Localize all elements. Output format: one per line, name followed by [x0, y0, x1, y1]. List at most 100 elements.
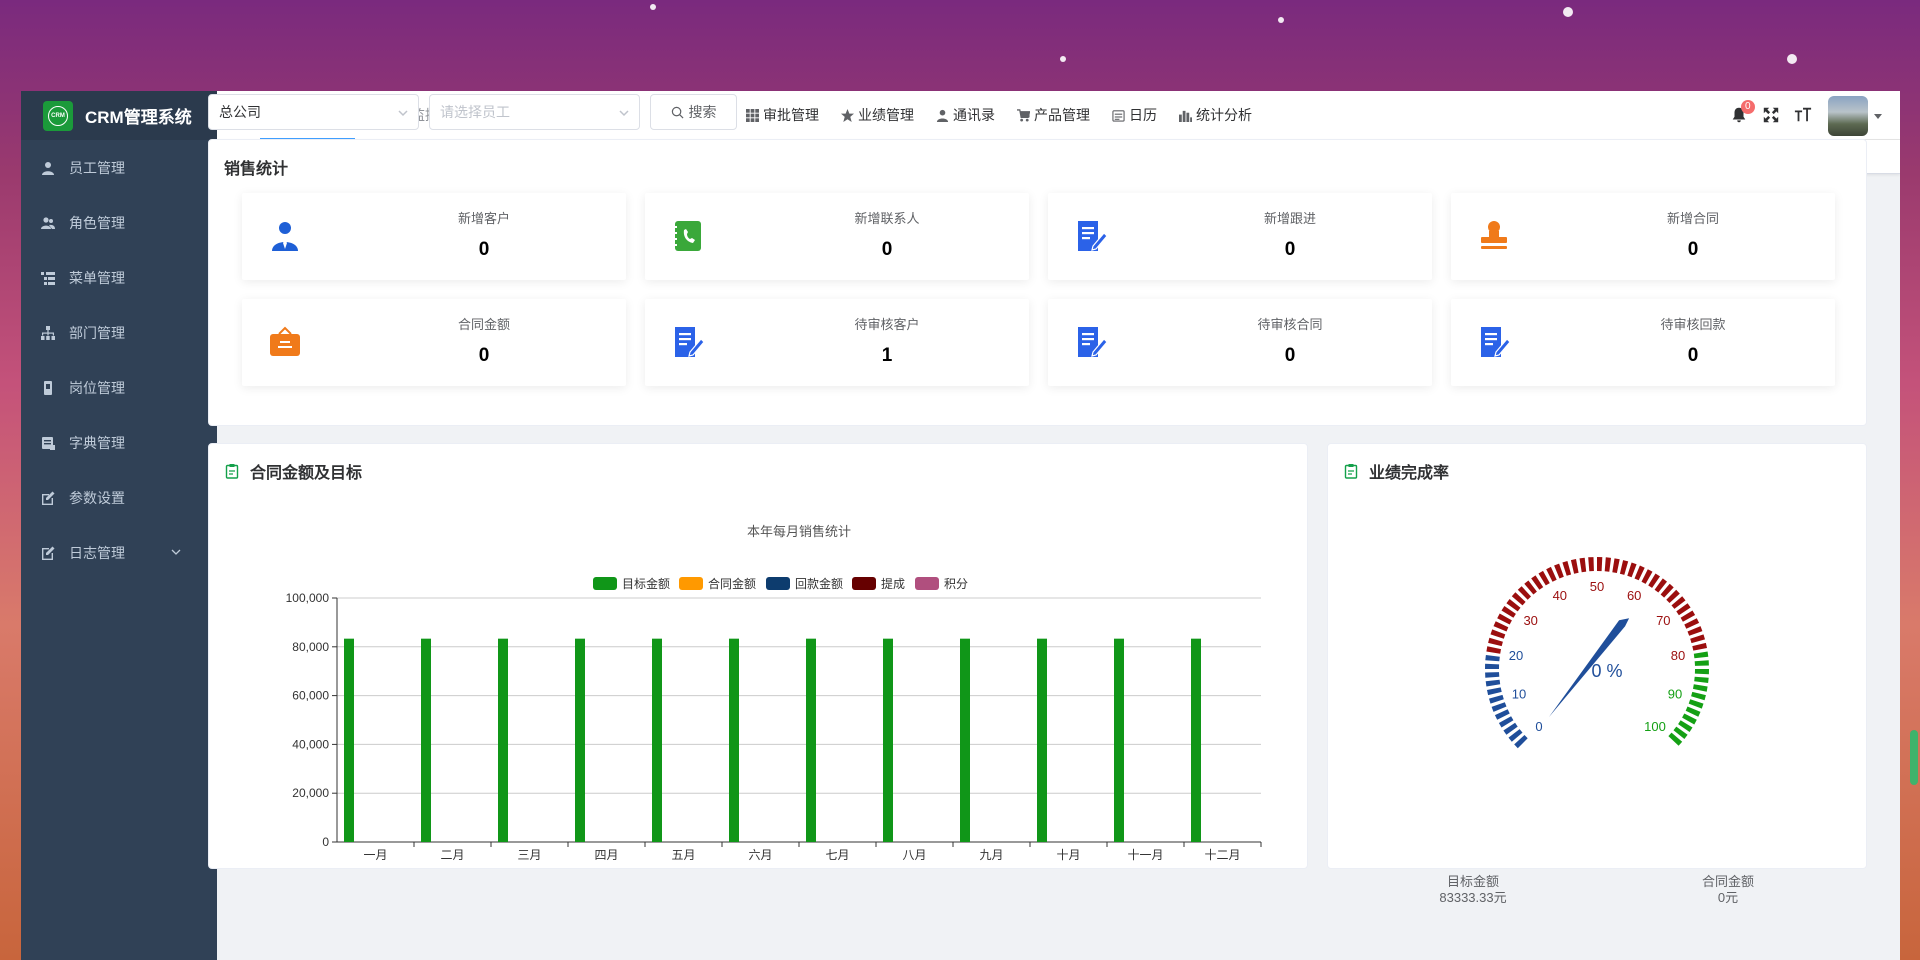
top-tab-label: 业绩管理	[858, 107, 914, 123]
gauge-segment	[1671, 596, 1686, 609]
font-size-icon[interactable]	[1794, 106, 1814, 126]
gauge-tick-label: 40	[1553, 588, 1567, 603]
stat-tile[interactable]: 新增合同 0	[1451, 193, 1835, 280]
top-tab[interactable]: 统计分析	[1168, 91, 1263, 140]
caret-down-icon[interactable]	[1874, 112, 1882, 120]
stat-tile[interactable]: 待审核回款 0	[1451, 299, 1835, 386]
document-edit-icon	[1078, 221, 1108, 251]
top-tab[interactable]: 通讯录	[925, 91, 1006, 140]
x-tick-label: 十一月	[1127, 848, 1163, 862]
background-star	[1787, 54, 1797, 64]
sales-stats-title: 销售统计	[224, 161, 289, 178]
gauge-segment	[1485, 679, 1501, 687]
gauge-tick-label: 30	[1523, 613, 1537, 628]
legend-swatch	[679, 577, 703, 590]
page-scrollbar[interactable]	[1910, 730, 1918, 785]
bar	[883, 638, 893, 842]
gauge-segment	[1691, 691, 1706, 701]
gauge-segment	[1612, 558, 1620, 573]
gauge-segment	[1570, 559, 1579, 574]
employee-select[interactable]: 请选择员工	[429, 94, 640, 130]
legend-swatch	[593, 577, 617, 590]
target-amount-label: 目标金额	[1446, 874, 1499, 889]
sidebar-item-label: 菜单管理	[69, 269, 125, 286]
logo[interactable]: CRM CRM管理系统	[21, 91, 217, 140]
contract-amount-value: 0元	[1717, 890, 1739, 905]
sidebar-item[interactable]: 菜单管理	[21, 250, 217, 305]
gauge-segment	[1641, 569, 1653, 584]
bell-icon[interactable]: 0	[1730, 99, 1755, 126]
top-tab[interactable]: 日历	[1101, 91, 1168, 140]
y-tick-label: 80,000	[292, 640, 329, 654]
grid-icon	[746, 108, 759, 122]
legend-label: 提成	[881, 576, 905, 591]
fullscreen-icon[interactable]	[1762, 106, 1782, 126]
top-tab-label: 统计分析	[1196, 107, 1252, 123]
gauge-segment	[1678, 720, 1693, 732]
gauge-segment	[1604, 557, 1611, 572]
gauge-tick-label: 50	[1590, 579, 1604, 594]
gauge-segment	[1487, 687, 1502, 696]
sidebar-item-label: 字典管理	[69, 434, 125, 451]
user-icon	[42, 161, 54, 175]
sidebar-item[interactable]: 字典管理	[21, 415, 217, 470]
sidebar-item[interactable]: 日志管理	[21, 525, 217, 580]
sidebar-item-label: 日志管理	[69, 544, 125, 561]
document-edit-icon	[675, 327, 705, 357]
sidebar-item[interactable]: 部门管理	[21, 305, 217, 360]
company-select[interactable]: 总公司	[208, 94, 419, 130]
gauge-segment	[1693, 684, 1708, 692]
gauge-segment	[1619, 560, 1629, 575]
users-icon	[41, 216, 55, 229]
gauge-segment	[1673, 726, 1688, 739]
gauge-segment	[1485, 672, 1500, 678]
background-star	[1060, 56, 1066, 62]
sidebar-item[interactable]: 角色管理	[21, 195, 217, 250]
sidebar-item-label: 参数设置	[69, 489, 125, 506]
target-amount-block: 目标金额 83333.33元	[1418, 874, 1528, 906]
app-title: CRM管理系统	[85, 108, 192, 127]
gauge-segment	[1489, 694, 1504, 704]
gauge-segment	[1501, 606, 1516, 618]
sidebar-item[interactable]: 参数设置	[21, 470, 217, 525]
stat-tile[interactable]: 待审核合同 0	[1048, 299, 1432, 386]
x-tick-label: 一月	[363, 848, 387, 862]
search-button[interactable]: 搜索	[650, 94, 737, 130]
cart-icon	[1017, 108, 1030, 122]
stat-tile[interactable]: 新增客户 0	[242, 193, 626, 280]
stat-value: 0	[881, 239, 893, 260]
sidebar-item[interactable]: 员工管理	[21, 140, 217, 195]
stat-tile[interactable]: 新增联系人 0	[645, 193, 1029, 280]
sidebar-item[interactable]: 岗位管理	[21, 360, 217, 415]
top-tab-label: 产品管理	[1034, 107, 1090, 123]
stat-label: 待审核合同	[1257, 317, 1323, 332]
performance-title: 业绩完成率	[1343, 459, 1449, 483]
stat-value: 1	[881, 345, 893, 366]
avatar[interactable]	[1828, 95, 1868, 136]
gauge-segment	[1654, 578, 1667, 593]
briefcase-icon	[270, 326, 300, 356]
legend-label: 回款金额	[795, 576, 843, 591]
filter-bar: 总公司 请选择员工 搜索	[208, 94, 737, 130]
gauge-segment	[1688, 699, 1704, 709]
gauge-segment	[1687, 626, 1703, 636]
x-tick-label: 六月	[748, 848, 772, 862]
sidebar-item-label: 部门管理	[69, 324, 125, 341]
top-tab[interactable]: 业绩管理	[830, 91, 925, 140]
stat-tile[interactable]: 新增跟进 0	[1048, 193, 1432, 280]
stat-tile[interactable]: 待审核客户 1	[645, 299, 1029, 386]
gauge-segment	[1503, 722, 1518, 735]
gauge-segment	[1627, 562, 1637, 578]
gauge-segment	[1511, 592, 1526, 606]
nav-right: 0	[1718, 91, 1882, 140]
y-tick-label: 60,000	[292, 689, 329, 703]
bar	[1191, 638, 1201, 842]
stat-tile[interactable]: 合同金额 0	[242, 299, 626, 386]
top-tab[interactable]: 审批管理	[735, 91, 830, 140]
stat-label: 合同金额	[457, 317, 510, 332]
stat-label: 待审核回款	[1660, 317, 1726, 332]
gauge-segment	[1546, 566, 1557, 582]
top-tab[interactable]: 产品管理	[1006, 91, 1101, 140]
gauge-segment	[1524, 580, 1537, 595]
